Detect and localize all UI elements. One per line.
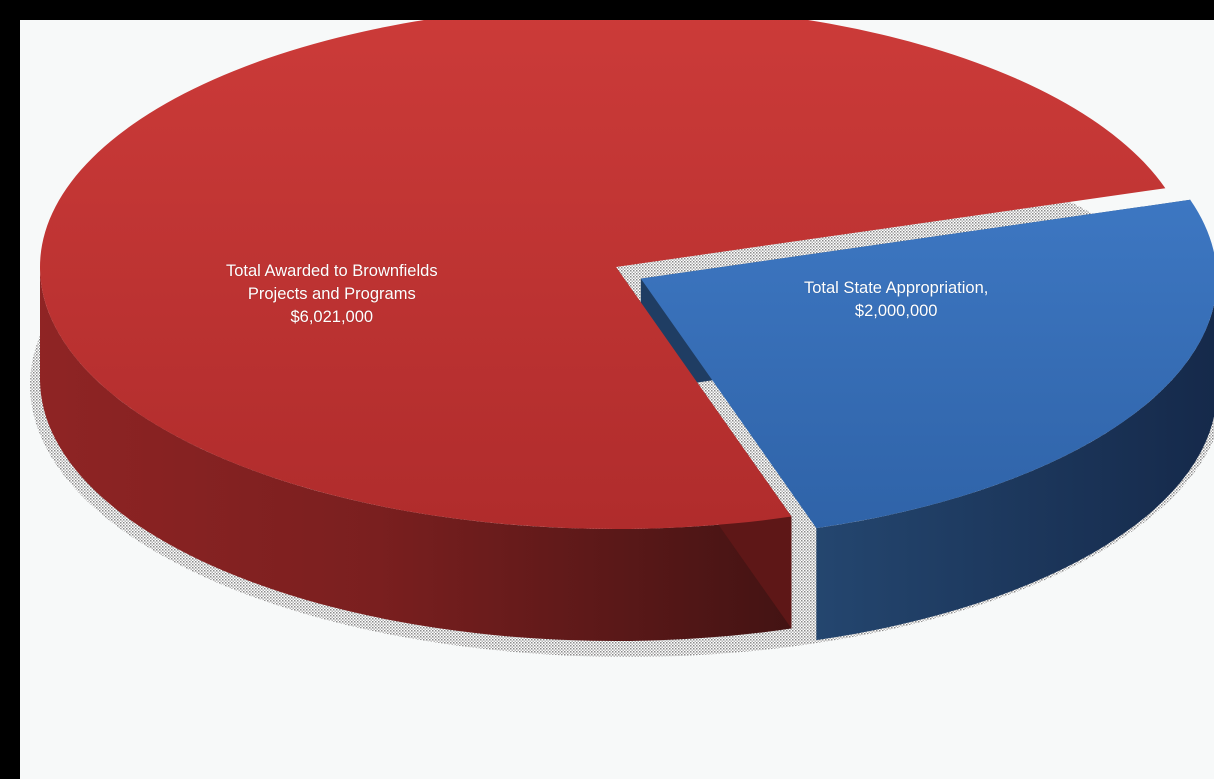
pie-chart: [30, 20, 1214, 657]
plot-area: Total Awarded to Brownfields Projects an…: [20, 20, 1214, 779]
slice-appropriation-label: Total State Appropriation, $2,000,000: [804, 279, 989, 320]
slice-appropriation-side: [816, 304, 1214, 641]
slice-appropriation[interactable]: [640, 199, 1214, 529]
slice-awarded-label: Total Awarded to Brownfields Projects an…: [226, 261, 438, 326]
slice-awarded[interactable]: [40, 20, 1166, 529]
slice-awarded-side: [40, 267, 792, 642]
